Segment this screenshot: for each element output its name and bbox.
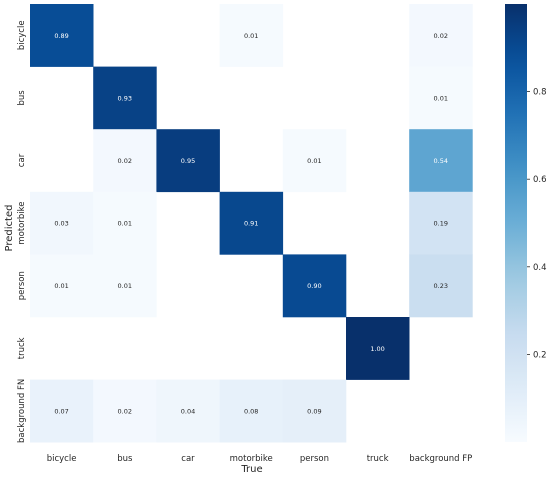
heatmap-cell-motorbike-bus bbox=[93, 191, 157, 255]
cell-value-label: 0.01 bbox=[118, 220, 132, 228]
heatmap-cell-background-fn-bus bbox=[93, 379, 157, 443]
cell-value-label: 0.08 bbox=[244, 407, 258, 415]
cell-value-label: 0.93 bbox=[118, 94, 132, 102]
cell-value-label: 0.01 bbox=[434, 94, 448, 102]
heatmap-cell-background-fn-person bbox=[282, 379, 347, 443]
heatmap-cell-person-bicycle bbox=[30, 254, 94, 318]
colorbar-tick-label: 0.2 bbox=[533, 350, 547, 360]
heatmap-cell-bicycle-background-fp bbox=[409, 4, 473, 67]
x-tick-label: bicycle bbox=[47, 454, 77, 464]
heatmap-cell-person-person bbox=[282, 254, 347, 318]
heatmap-cell-motorbike-bicycle bbox=[30, 191, 94, 255]
colorbar-tick-label: 0.4 bbox=[533, 263, 547, 273]
heatmap-cell-car-car bbox=[156, 129, 220, 193]
cell-value-label: 0.09 bbox=[307, 407, 321, 415]
heatmap-cell-motorbike-background-fp bbox=[409, 191, 473, 255]
heatmap-cell-bicycle-bicycle bbox=[30, 4, 94, 67]
cell-value-label: 0.01 bbox=[118, 282, 132, 290]
heatmap-cell-motorbike-motorbike bbox=[219, 191, 284, 255]
cell-value-label: 0.02 bbox=[118, 157, 132, 165]
x-axis-label: True bbox=[240, 464, 262, 475]
x-tick-label: motorbike bbox=[230, 454, 273, 464]
y-tick-label: bus bbox=[17, 90, 27, 106]
heatmap-cell-truck-truck bbox=[346, 317, 410, 380]
heatmap-cell-background-fn-car bbox=[156, 379, 220, 443]
colorbar-tick-label: 0.6 bbox=[533, 175, 547, 185]
heatmap-cell-car-person bbox=[282, 129, 347, 193]
y-tick-label: truck bbox=[17, 337, 27, 359]
y-tick-labels: bicycle bus car motorbike person truck backgro… bbox=[17, 20, 27, 443]
heatmap-cell-bicycle-motorbike bbox=[219, 4, 284, 67]
cell-value-label: 0.19 bbox=[434, 220, 448, 228]
y-tick-label: bicycle bbox=[17, 20, 27, 50]
x-tick-label: truck bbox=[367, 454, 389, 464]
heatmap-cells: 0.89 0.01 0.02 0.93 0.01 0.02 0.95 0.01 0.54 0.03… bbox=[30, 4, 473, 443]
cell-value-label: 0.95 bbox=[181, 157, 195, 165]
x-tick-label: background FP bbox=[409, 454, 472, 464]
cell-value-label: 0.23 bbox=[434, 282, 448, 290]
colorbar-tick-label: 0.8 bbox=[533, 88, 547, 98]
heatmap-cell-bus-bus bbox=[93, 66, 157, 130]
heatmap-cell-person-background-fp bbox=[409, 254, 473, 318]
y-tick-label: person bbox=[17, 271, 27, 300]
cell-value-label: 0.01 bbox=[307, 157, 321, 165]
x-tick-label: car bbox=[181, 454, 195, 464]
cell-value-label: 0.04 bbox=[181, 407, 195, 415]
cell-value-label: 0.01 bbox=[244, 32, 258, 40]
colorbar-ticks: 0.2 0.4 0.6 0.8 bbox=[527, 88, 547, 360]
heatmap-cell-person-bus bbox=[93, 254, 157, 318]
heatmap-cell-car-bus bbox=[93, 129, 157, 193]
x-tick-labels: bicycle bus car motorbike person truck backgro… bbox=[47, 454, 473, 464]
cell-value-label: 0.91 bbox=[244, 220, 258, 228]
y-tick-label: motorbike bbox=[17, 202, 27, 245]
cell-value-label: 0.90 bbox=[307, 282, 321, 290]
cell-value-label: 1.00 bbox=[370, 345, 384, 353]
heatmap-cell-bus-background-fp bbox=[409, 66, 473, 130]
cell-value-label: 0.02 bbox=[434, 32, 448, 40]
cell-value-label: 0.02 bbox=[118, 407, 132, 415]
x-tick-label: bus bbox=[117, 454, 133, 464]
y-axis-label: Predicted bbox=[4, 205, 15, 252]
cell-value-label: 0.03 bbox=[54, 220, 68, 228]
cell-value-label: 0.07 bbox=[54, 407, 68, 415]
y-tick-label: car bbox=[17, 153, 27, 167]
colorbar bbox=[505, 4, 527, 442]
cell-value-label: 0.01 bbox=[54, 282, 68, 290]
cell-value-label: 0.89 bbox=[54, 32, 68, 40]
heatmap-cell-car-background-fp bbox=[409, 129, 473, 193]
x-tick-label: person bbox=[300, 454, 329, 464]
heatmap-cell-background-fn-bicycle bbox=[30, 379, 94, 443]
heatmap-cell-background-fn-motorbike bbox=[219, 379, 284, 443]
y-tick-label: background FN bbox=[17, 379, 27, 443]
cell-value-label: 0.54 bbox=[434, 157, 448, 165]
